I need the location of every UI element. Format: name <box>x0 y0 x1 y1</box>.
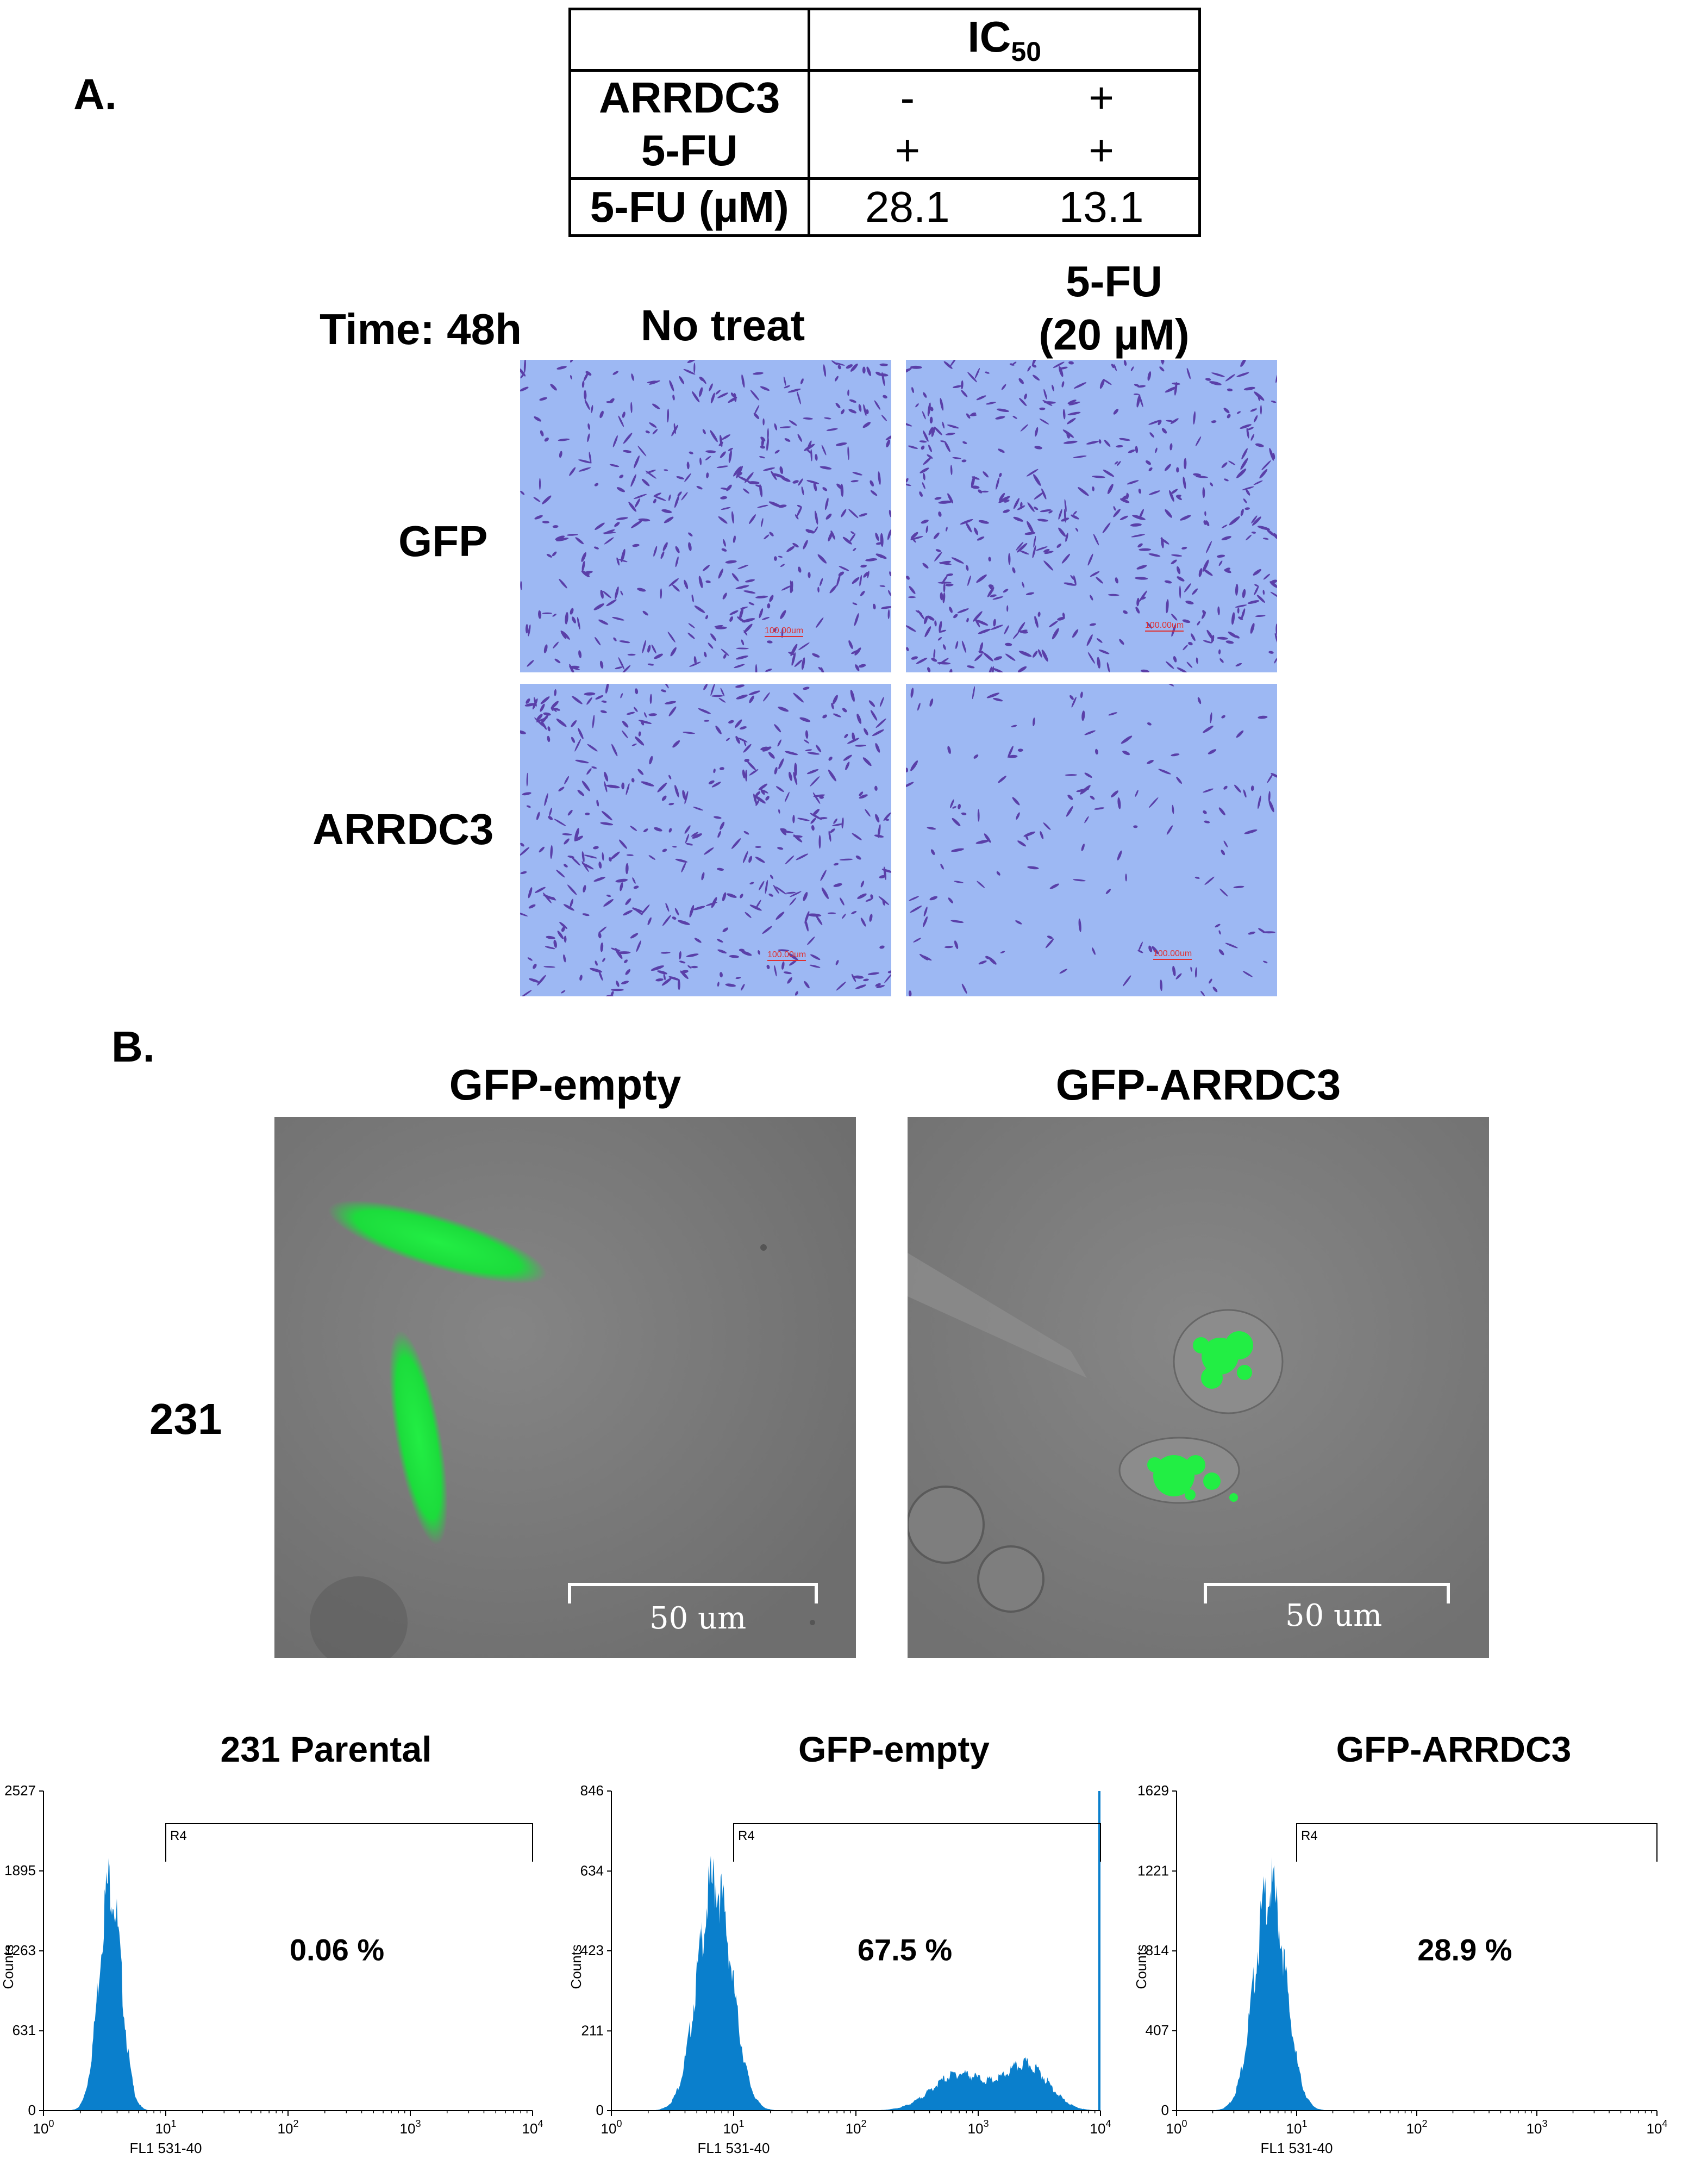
x-tick-label: 101 <box>723 2118 745 2137</box>
gfp-cell <box>389 1330 448 1545</box>
col-5fu-line2: (20 µM) <box>1039 310 1190 359</box>
panel-a-label: A. <box>73 70 117 118</box>
ic50-header: IC50 <box>808 8 1201 72</box>
x-tick-label: 100 <box>1166 2118 1187 2137</box>
y-tick-label: 846 <box>580 1782 604 1799</box>
x-tick-label: 104 <box>1647 2118 1668 2137</box>
gfp-cell <box>328 1200 547 1284</box>
fluorescence-gfp-empty: 50 um <box>274 1117 856 1658</box>
row-label-gfp: GFP <box>398 517 488 565</box>
histogram-gfp-empty: GFP-empty 0 211 423 634 846 100 101 102 103 104 R4… <box>568 1718 1139 2184</box>
col-5fu-line1: 5-FU <box>1066 257 1162 305</box>
cell-ic50-c2: 13.1 <box>1004 177 1202 238</box>
col-gfp-arrdc3: GFP-ARRDC3 <box>1055 1060 1341 1109</box>
x-tick-label: 102 <box>846 2118 867 2137</box>
gate-percent: 28.9 % <box>1417 1933 1512 1967</box>
histogram-title: GFP-ARRDC3 <box>1336 1729 1572 1769</box>
cell-5fu-c2: + <box>1004 124 1202 179</box>
x-tick-label: 101 <box>1286 2118 1308 2137</box>
histogram-area <box>43 1858 533 2111</box>
scale-bar-text: 50 um <box>1285 1598 1383 1633</box>
x-tick-label: 104 <box>1090 2118 1111 2137</box>
cell-5fu-c1: + <box>808 124 1005 179</box>
histogram-gfp-arrdc3: GFP-ARRDC3 0 407 814 1221 1629 100 101 102 103 10… <box>1133 1718 1695 2184</box>
row-label-arrdc3: ARRDC3 <box>568 70 811 124</box>
micrograph-gfp-no-treat: 100.00um <box>520 360 891 672</box>
x-tick-label: 103 <box>968 2118 989 2137</box>
y-tick-label: 1263 <box>4 1942 36 1958</box>
row-label-231: 231 <box>149 1395 222 1443</box>
y-tick-label: 423 <box>580 1942 604 1958</box>
cell-ic50-c1: 28.1 <box>808 177 1005 238</box>
y-tick-label: 407 <box>1146 2022 1169 2038</box>
x-axis-label: FL1 531-40 <box>130 2140 202 2156</box>
histogram-231-parental: 231 Parental 0 631 1263 1895 2527 100 101 102 10… <box>0 1718 571 2184</box>
x-tick-label: 103 <box>1527 2118 1548 2137</box>
x-tick-label: 103 <box>400 2118 421 2137</box>
gate-r4 <box>165 1823 533 1862</box>
row-label-5fu: 5-FU <box>568 124 811 179</box>
histogram-title: 231 Parental <box>220 1729 432 1769</box>
gate-label: R4 <box>1301 1829 1318 1843</box>
y-tick-label: 211 <box>581 2022 604 2038</box>
y-axis-label: Counts <box>0 1944 16 1989</box>
x-tick-label: 102 <box>278 2118 299 2137</box>
ic50-table: IC50 ARRDC3 - + 5-FU + + 5-FU (µM) 28.1 … <box>568 8 1202 238</box>
y-tick-label: 0 <box>1161 2102 1169 2118</box>
y-tick-label: 814 <box>1146 1942 1169 1958</box>
micrograph-gfp-5fu: 100.00um <box>906 360 1277 672</box>
y-tick-label: 631 <box>12 2022 36 2038</box>
x-tick-label: 100 <box>33 2118 54 2137</box>
fluorescence-gfp-arrdc3: 50 um <box>908 1117 1489 1658</box>
x-tick-label: 102 <box>1406 2118 1428 2137</box>
histogram-area <box>611 1856 1100 2111</box>
y-tick-label: 0 <box>596 2102 604 2118</box>
row-label-arrdc3-photo: ARRDC3 <box>312 805 494 853</box>
cell-arrdc3-c2: + <box>1004 70 1202 124</box>
col-gfp-empty: GFP-empty <box>449 1060 681 1109</box>
scale-bar: 100.00um <box>765 626 804 637</box>
micrograph-arrdc3-5fu: 100.00um <box>906 684 1277 996</box>
y-tick-label: 1895 <box>4 1862 36 1879</box>
x-axis-label: FL1 531-40 <box>1261 2140 1333 2156</box>
micrograph-arrdc3-no-treat: 100.00um <box>520 684 891 996</box>
gfp-aggregates <box>1147 1331 1253 1502</box>
x-tick-label: 100 <box>601 2118 622 2137</box>
histogram-title: GFP-empty <box>798 1729 990 1769</box>
col-no-treat: No treat <box>640 301 805 350</box>
x-tick-label: 104 <box>522 2118 543 2137</box>
y-axis-label: Counts <box>1133 1944 1149 1989</box>
panel-b-label: B. <box>111 1022 155 1071</box>
time-label: Time: 48h <box>320 305 522 353</box>
y-tick-label: 2527 <box>4 1782 36 1799</box>
gate-percent: 0.06 % <box>290 1933 384 1967</box>
gate-percent: 67.5 % <box>858 1933 952 1967</box>
scale-bar: 100.00um <box>1153 949 1192 960</box>
gate-label: R4 <box>170 1829 187 1843</box>
cell-arrdc3-c1: - <box>808 70 1005 124</box>
y-tick-label: 0 <box>28 2102 36 2118</box>
y-tick-label: 634 <box>580 1862 604 1879</box>
histogram-area <box>1177 1857 1657 2111</box>
x-axis-label: FL1 531-40 <box>698 2140 770 2156</box>
scale-bar-text: 50 um <box>649 1601 747 1636</box>
row-label-5fu-um: 5-FU (µM) <box>568 177 811 238</box>
gate-label: R4 <box>738 1829 755 1843</box>
scale-bar: 100.00um <box>767 950 806 961</box>
scale-bar: 100.00um <box>1145 621 1184 632</box>
y-tick-label: 1629 <box>1137 1782 1169 1799</box>
x-tick-label: 101 <box>155 2118 177 2137</box>
y-tick-label: 1221 <box>1137 1862 1169 1879</box>
gate-r4 <box>1296 1823 1658 1862</box>
gate-r4 <box>733 1823 1101 1862</box>
y-axis-label: Counts <box>568 1944 584 1989</box>
